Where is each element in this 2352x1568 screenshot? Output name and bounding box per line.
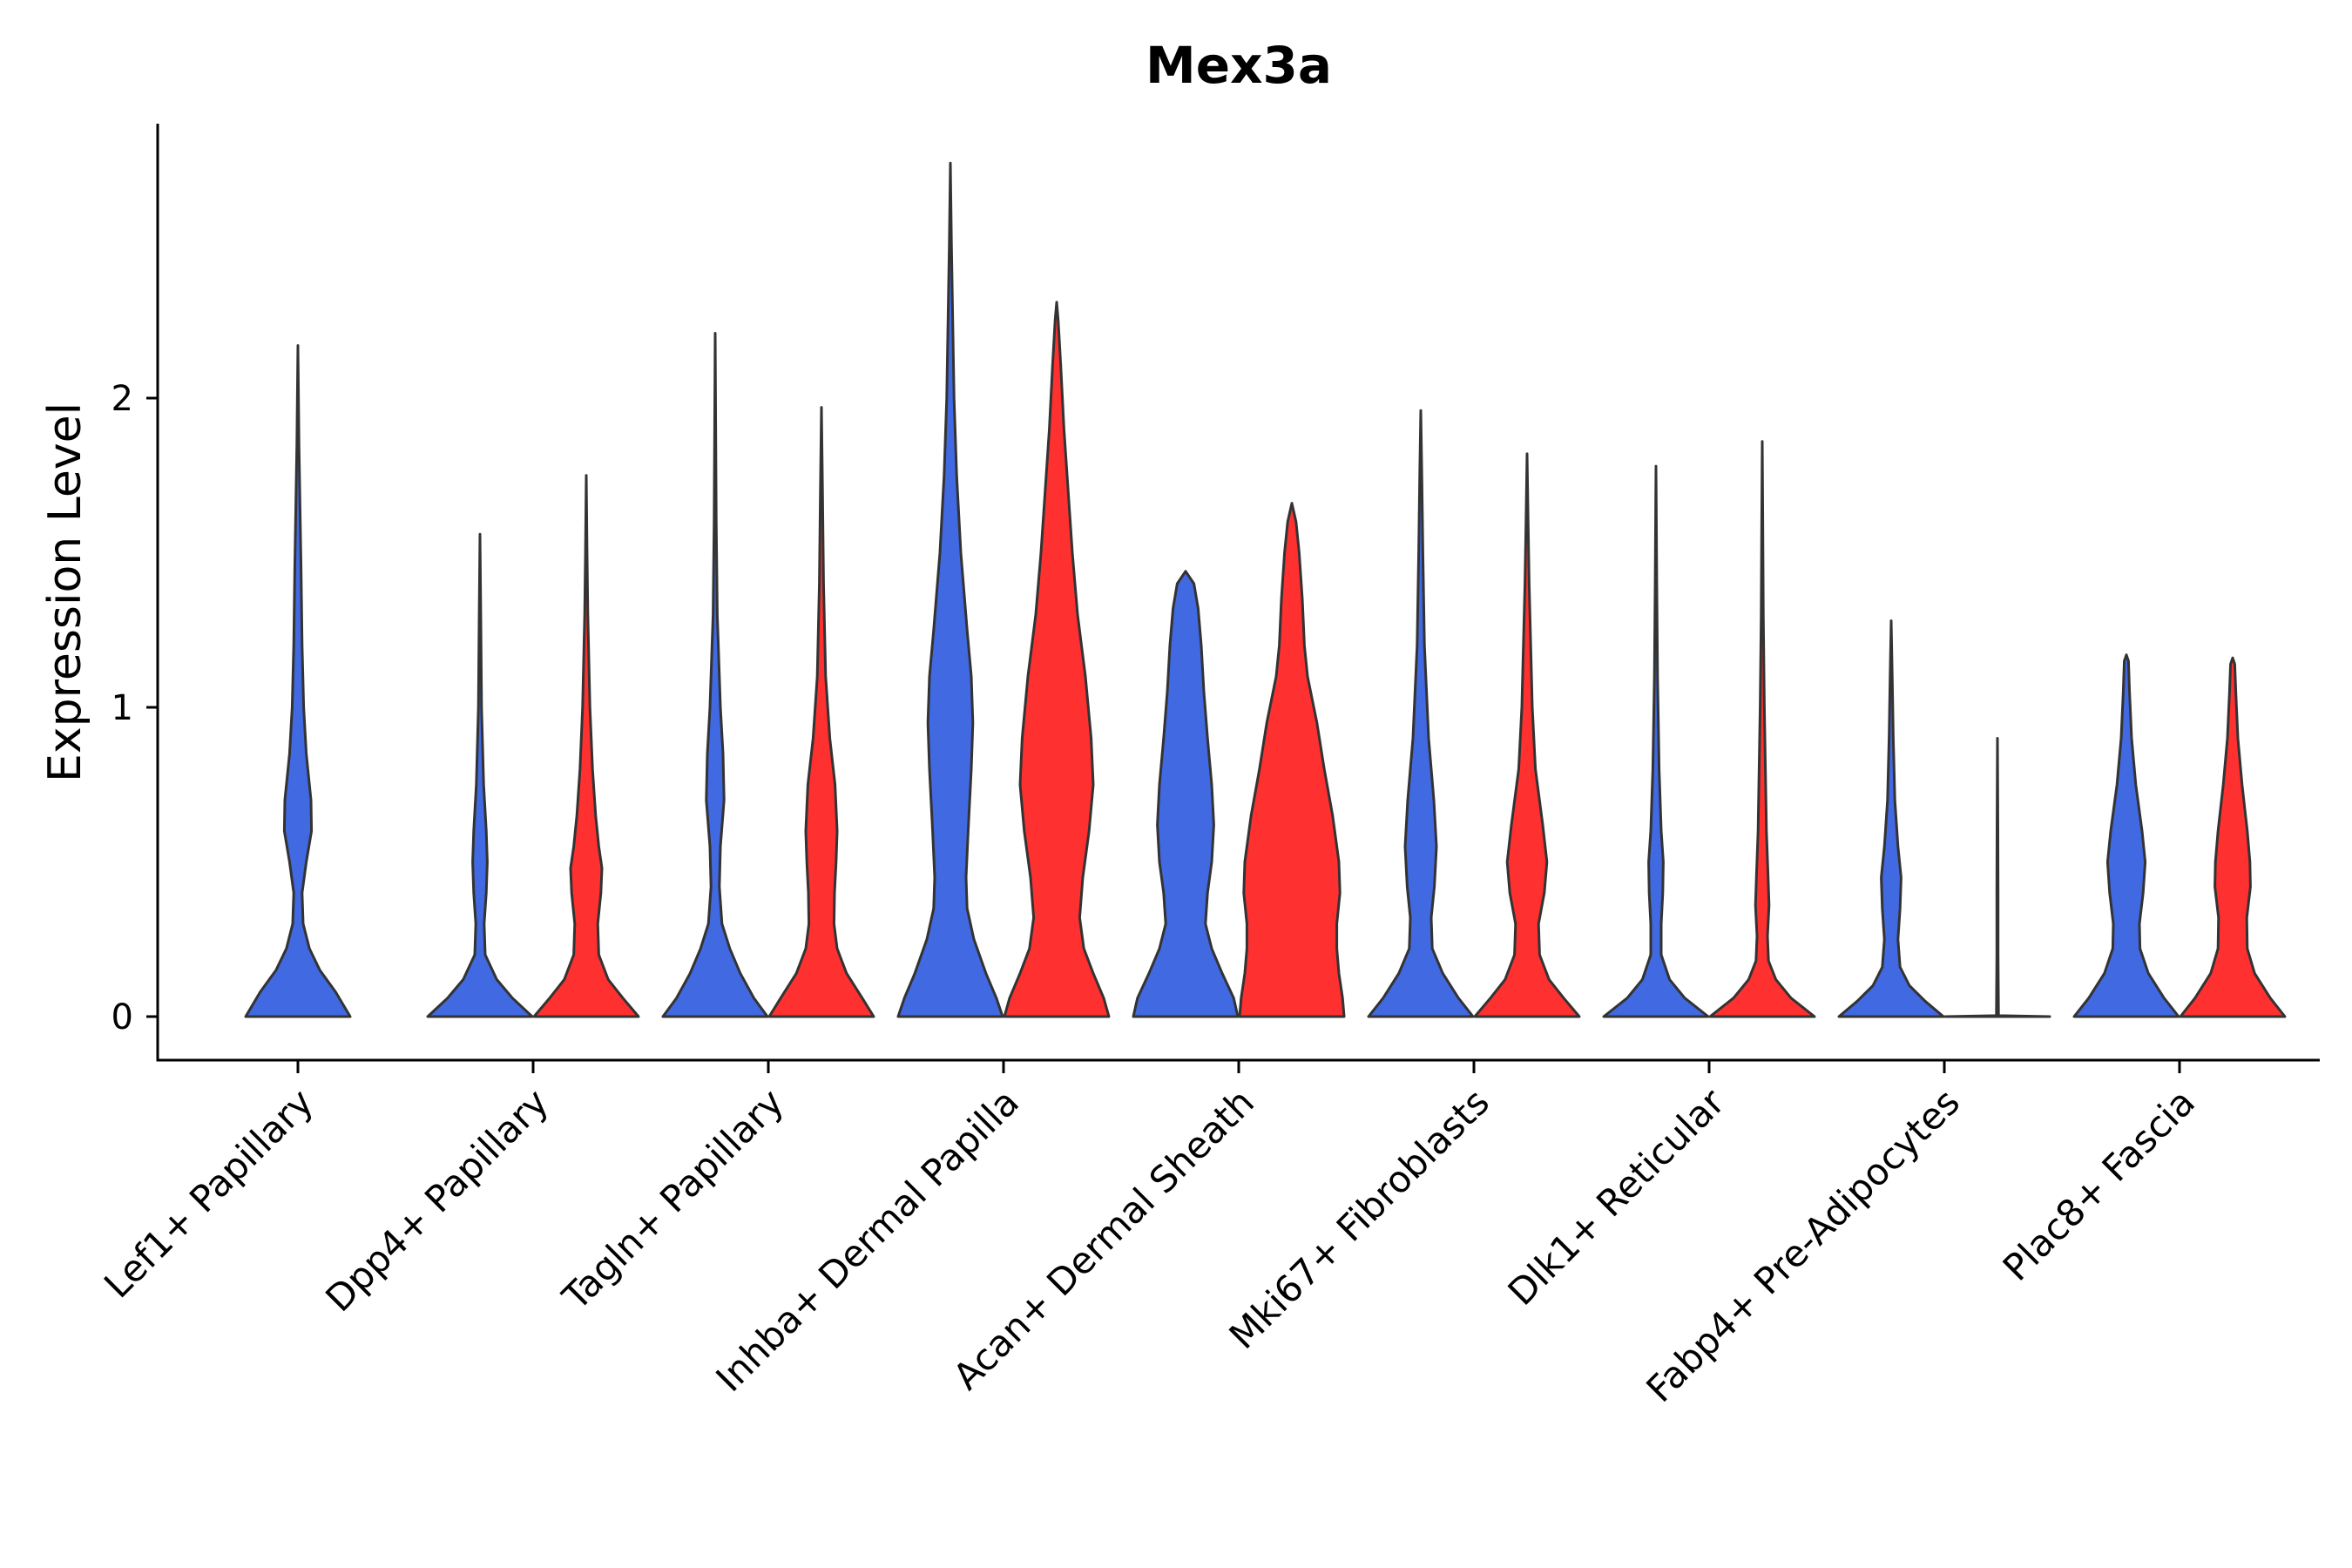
violin-red-4	[1003, 301, 1111, 1018]
violins-layer	[244, 161, 2287, 1018]
y-axis-label: Expression Level	[39, 402, 91, 782]
violin-blue-4	[896, 161, 1004, 1018]
violin-red-2	[532, 474, 640, 1018]
x-tick-label: Dlk1+ Reticular	[1500, 1080, 1734, 1314]
violin-red-8	[1943, 737, 2051, 1018]
violin-blue-2	[426, 532, 534, 1018]
violin-blue-7	[1602, 464, 1710, 1018]
violin-red-6	[1473, 452, 1581, 1018]
x-tick-label: Mki67+ Fibroblasts	[1221, 1080, 1497, 1356]
chart-title: Mex3a	[1146, 36, 1332, 95]
y-tick-label: 2	[112, 379, 133, 419]
y-tick-label: 1	[112, 688, 133, 728]
x-tick-label: Plac8+ Fascia	[1995, 1080, 2203, 1288]
violin-red-3	[767, 406, 875, 1018]
x-tick-label: Lef1+ Papillary	[96, 1080, 321, 1306]
violin-blue-1	[244, 344, 352, 1018]
violin-red-7	[1708, 440, 1816, 1018]
violin-blue-8	[1837, 619, 1945, 1018]
violin-red-5	[1238, 502, 1346, 1018]
violin-blue-9	[2072, 653, 2180, 1018]
y-tick-label: 0	[112, 997, 133, 1037]
y-ticks: 0 1 2	[112, 379, 158, 1037]
violin-blue-3	[661, 332, 769, 1018]
x-tick-label: Tagln+ Papillary	[554, 1080, 792, 1318]
x-tick-label: Dpp4+ Papillary	[317, 1080, 557, 1320]
violin-blue-6	[1367, 409, 1475, 1018]
violin-red-9	[2179, 656, 2287, 1018]
violin-blue-5	[1132, 570, 1240, 1018]
